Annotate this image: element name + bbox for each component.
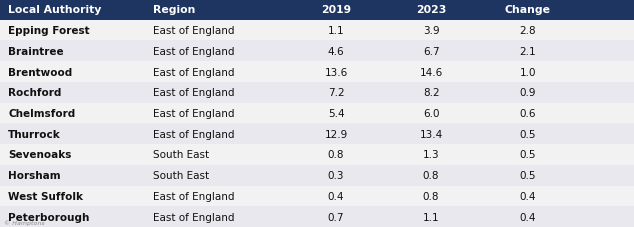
Text: 8.2: 8.2 xyxy=(423,88,439,98)
Text: 0.4: 0.4 xyxy=(519,191,536,201)
Text: Thurrock: Thurrock xyxy=(8,129,61,139)
Text: Epping Forest: Epping Forest xyxy=(8,26,90,36)
Text: 6.7: 6.7 xyxy=(423,47,439,57)
Text: 0.4: 0.4 xyxy=(328,191,344,201)
Text: 2.8: 2.8 xyxy=(519,26,536,36)
Text: 1.3: 1.3 xyxy=(423,150,439,160)
Text: Change: Change xyxy=(505,5,551,15)
Bar xyxy=(0,206,634,227)
Bar xyxy=(0,62,634,83)
Bar xyxy=(0,103,634,124)
Text: 14.6: 14.6 xyxy=(420,67,443,77)
Bar xyxy=(0,144,634,165)
Bar xyxy=(0,83,634,103)
Text: Sevenoaks: Sevenoaks xyxy=(8,150,72,160)
Text: 0.8: 0.8 xyxy=(423,191,439,201)
Text: East of England: East of England xyxy=(153,212,235,222)
Text: Local Authority: Local Authority xyxy=(8,5,101,15)
Text: 1.1: 1.1 xyxy=(423,212,439,222)
Text: 3.9: 3.9 xyxy=(423,26,439,36)
Bar xyxy=(0,0,634,21)
Text: 0.9: 0.9 xyxy=(519,88,536,98)
Text: Brentwood: Brentwood xyxy=(8,67,72,77)
Text: South East: South East xyxy=(153,170,209,180)
Text: 2023: 2023 xyxy=(416,5,446,15)
Text: 0.7: 0.7 xyxy=(328,212,344,222)
Text: East of England: East of England xyxy=(153,191,235,201)
Text: 5.4: 5.4 xyxy=(328,109,344,118)
Text: 0.6: 0.6 xyxy=(519,109,536,118)
Text: 1.1: 1.1 xyxy=(328,26,344,36)
Text: 0.8: 0.8 xyxy=(328,150,344,160)
Text: East of England: East of England xyxy=(153,47,235,57)
Text: 13.4: 13.4 xyxy=(420,129,443,139)
Text: East of England: East of England xyxy=(153,109,235,118)
Text: 0.5: 0.5 xyxy=(519,170,536,180)
Text: 0.3: 0.3 xyxy=(328,170,344,180)
Text: Braintree: Braintree xyxy=(8,47,64,57)
Text: 0.4: 0.4 xyxy=(519,212,536,222)
Bar xyxy=(0,124,634,144)
Text: 6.0: 6.0 xyxy=(423,109,439,118)
Text: Rochford: Rochford xyxy=(8,88,61,98)
Text: West Suffolk: West Suffolk xyxy=(8,191,83,201)
Text: East of England: East of England xyxy=(153,26,235,36)
Bar xyxy=(0,186,634,206)
Text: Chelmsford: Chelmsford xyxy=(8,109,75,118)
Bar xyxy=(0,21,634,41)
Text: South East: South East xyxy=(153,150,209,160)
Text: 2.1: 2.1 xyxy=(519,47,536,57)
Text: East of England: East of England xyxy=(153,129,235,139)
Text: 0.8: 0.8 xyxy=(423,170,439,180)
Text: 2019: 2019 xyxy=(321,5,351,15)
Text: 4.6: 4.6 xyxy=(328,47,344,57)
Text: Region: Region xyxy=(153,5,195,15)
Bar xyxy=(0,165,634,186)
Text: 0.5: 0.5 xyxy=(519,129,536,139)
Text: East of England: East of England xyxy=(153,67,235,77)
Text: 0.5: 0.5 xyxy=(519,150,536,160)
Text: © Hamptons: © Hamptons xyxy=(4,219,44,225)
Bar xyxy=(0,41,634,62)
Text: East of England: East of England xyxy=(153,88,235,98)
Text: 1.0: 1.0 xyxy=(519,67,536,77)
Text: Peterborough: Peterborough xyxy=(8,212,89,222)
Text: 7.2: 7.2 xyxy=(328,88,344,98)
Text: 13.6: 13.6 xyxy=(325,67,347,77)
Text: 12.9: 12.9 xyxy=(325,129,347,139)
Text: Horsham: Horsham xyxy=(8,170,61,180)
